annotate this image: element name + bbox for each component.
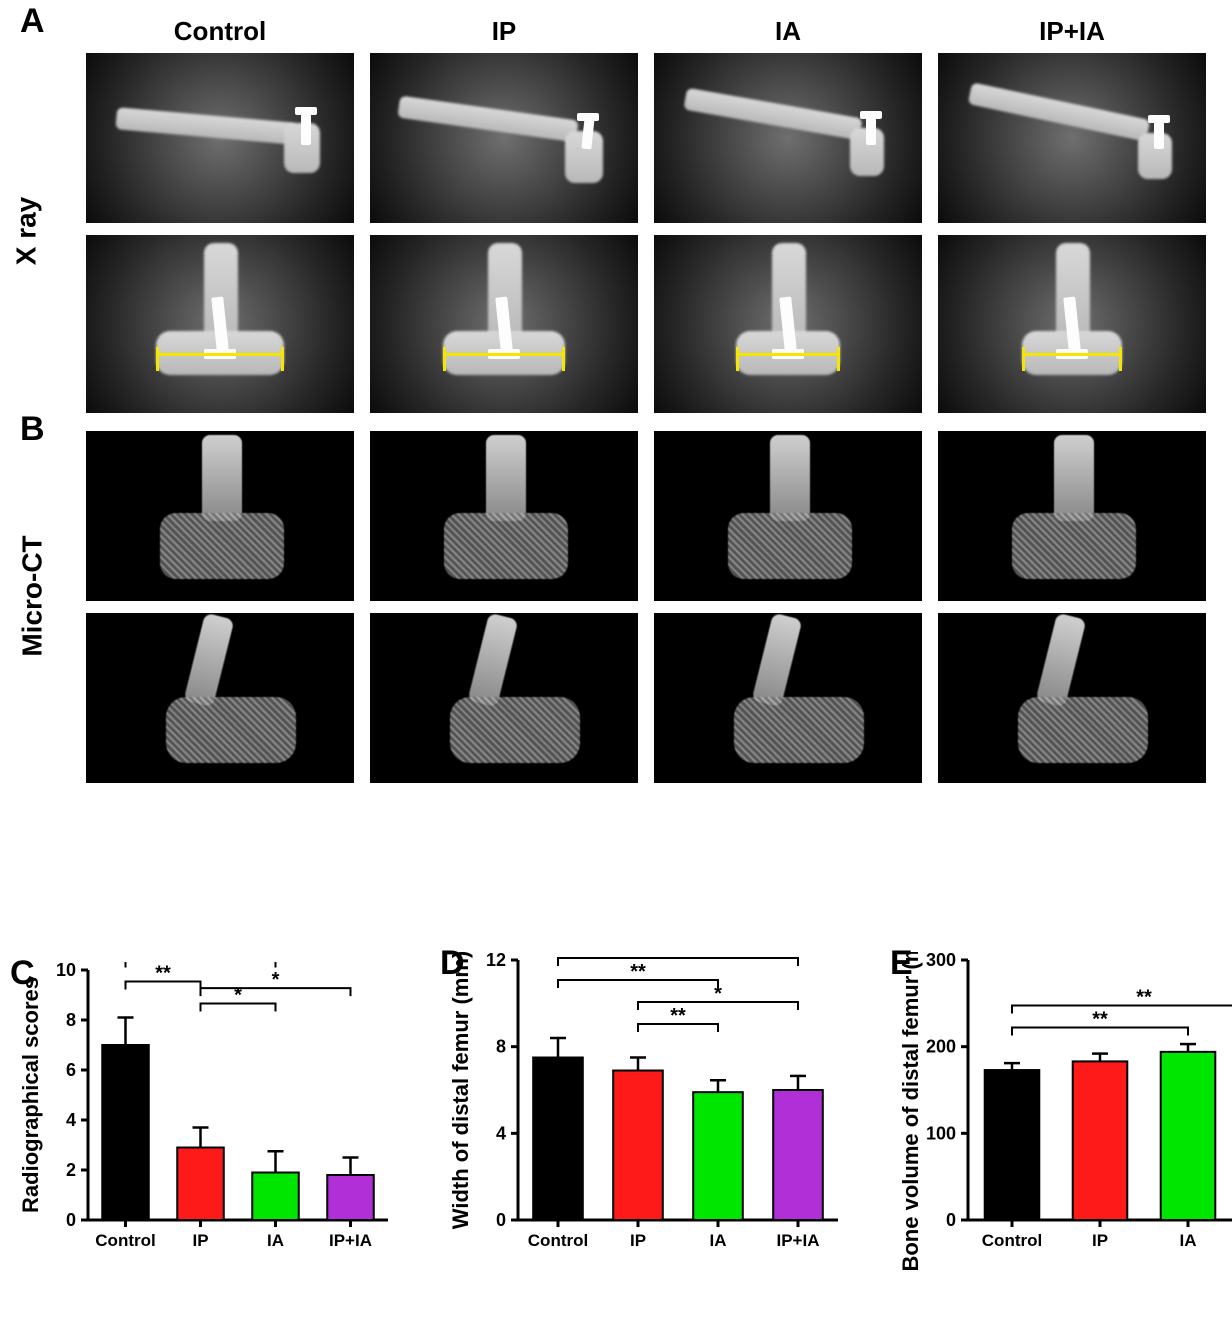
xray-ap-ia	[654, 235, 922, 413]
svg-text:*: *	[714, 983, 722, 1005]
xray-lateral-ipia	[938, 53, 1206, 223]
microct-coronal-ip-ia	[938, 431, 1206, 601]
microct-coronal-control	[86, 431, 354, 601]
svg-text:IA: IA	[267, 1231, 284, 1250]
panel-b-label: B	[20, 410, 45, 449]
row-label-microct: Micro-CT	[17, 535, 49, 656]
svg-text:IP: IP	[192, 1231, 208, 1250]
bar-control	[102, 1045, 149, 1220]
svg-text:0: 0	[946, 1210, 956, 1230]
width-bracket	[736, 353, 840, 367]
microct-sagittal-control	[86, 613, 354, 783]
microct-coronal-ip	[370, 431, 638, 601]
svg-text:**: **	[155, 963, 171, 985]
svg-text:**: **	[1136, 986, 1152, 1008]
xray-lateral-ia	[654, 53, 922, 223]
row-label-xray: X ray	[10, 197, 42, 266]
svg-text:Radiographical scores: Radiographical scores	[18, 977, 43, 1213]
bar-chart-d: 04812ControlIPIAIP+IA*******Width of dis…	[448, 952, 848, 1334]
bar-chart-e: 0100200300ControlIPIAIP+IA****Bone volum…	[898, 952, 1232, 1334]
bar-control	[985, 1070, 1040, 1220]
panel-c-label: C	[10, 954, 35, 993]
svg-text:IP+IA: IP+IA	[329, 1231, 372, 1250]
svg-text:Control: Control	[982, 1231, 1042, 1250]
width-bracket	[1022, 353, 1122, 367]
svg-text:Width of distal femur (mm): Width of distal femur (mm)	[448, 952, 473, 1229]
charts-row: C0246810ControlIPIAIP+IA********Radiogra…	[18, 952, 1214, 1334]
svg-text:6: 6	[66, 1060, 76, 1080]
svg-text:8: 8	[496, 1037, 506, 1057]
col-header-ipia: IP+IA	[938, 16, 1206, 47]
bar-chart-c: 0246810ControlIPIAIP+IA********Radiograp…	[18, 962, 398, 1334]
width-bracket	[156, 353, 284, 367]
svg-text:IP: IP	[630, 1231, 646, 1250]
bar-ia	[252, 1173, 299, 1221]
bar-ip	[177, 1148, 224, 1221]
svg-text:100: 100	[926, 1123, 956, 1143]
panel-b-grid	[86, 431, 1214, 783]
xray-ap-ip-ia	[938, 235, 1206, 413]
panel-d-label: D	[440, 944, 465, 983]
svg-text:IA: IA	[710, 1231, 727, 1250]
svg-text:0: 0	[496, 1210, 506, 1230]
bar-ip	[1073, 1061, 1128, 1220]
bar-ip-ia	[327, 1175, 374, 1220]
svg-text:8: 8	[66, 1010, 76, 1030]
svg-text:12: 12	[486, 952, 506, 970]
microct-sagittal-ia	[654, 613, 922, 783]
svg-text:IP+IA: IP+IA	[777, 1231, 820, 1250]
bar-control	[533, 1058, 583, 1221]
svg-text:IP: IP	[1092, 1231, 1108, 1250]
svg-text:*: *	[272, 969, 280, 991]
col-header-ia: IA	[654, 16, 922, 47]
column-headers: Control IP IA IP+IA	[86, 10, 1214, 47]
chart-e: E0100200300ControlIPIAIP+IA****Bone volu…	[898, 952, 1232, 1334]
chart-d: D04812ControlIPIAIP+IA*******Width of di…	[448, 952, 848, 1334]
svg-text:Control: Control	[95, 1231, 155, 1250]
bar-ia	[693, 1092, 743, 1220]
width-bracket	[443, 353, 565, 367]
svg-text:**: **	[630, 961, 646, 983]
panel-a-grid	[86, 53, 1214, 431]
microct-sagittal-ip	[370, 613, 638, 783]
col-header-control: Control	[86, 16, 354, 47]
svg-text:4: 4	[496, 1123, 506, 1143]
col-header-ip: IP	[370, 16, 638, 47]
panel-e-label: E	[890, 944, 913, 983]
chart-c: C0246810ControlIPIAIP+IA********Radiogra…	[18, 962, 398, 1334]
svg-text:10: 10	[56, 962, 76, 980]
svg-text:4: 4	[66, 1110, 76, 1130]
svg-text:200: 200	[926, 1037, 956, 1057]
svg-text:Bone volume of distal femur (m: Bone volume of distal femur (mm³)	[898, 952, 923, 1272]
xray-ap-ip	[370, 235, 638, 413]
panel-a-label: A	[20, 2, 45, 41]
xray-lateral-control	[86, 53, 354, 223]
bar-ip	[613, 1071, 663, 1221]
microct-sagittal-ip-ia	[938, 613, 1206, 783]
svg-text:Control: Control	[528, 1231, 588, 1250]
bar-ia	[1161, 1052, 1216, 1220]
microct-coronal-ia	[654, 431, 922, 601]
svg-text:2: 2	[66, 1160, 76, 1180]
xray-ap-control	[86, 235, 354, 413]
svg-text:**: **	[670, 952, 686, 961]
bar-ip-ia	[773, 1090, 823, 1220]
svg-text:**: **	[193, 962, 209, 963]
svg-text:**: **	[670, 1005, 686, 1027]
xray-lateral-ip	[370, 53, 638, 223]
svg-text:IA: IA	[1180, 1231, 1197, 1250]
svg-text:300: 300	[926, 952, 956, 970]
svg-text:0: 0	[66, 1210, 76, 1230]
svg-text:**: **	[1092, 1008, 1108, 1030]
